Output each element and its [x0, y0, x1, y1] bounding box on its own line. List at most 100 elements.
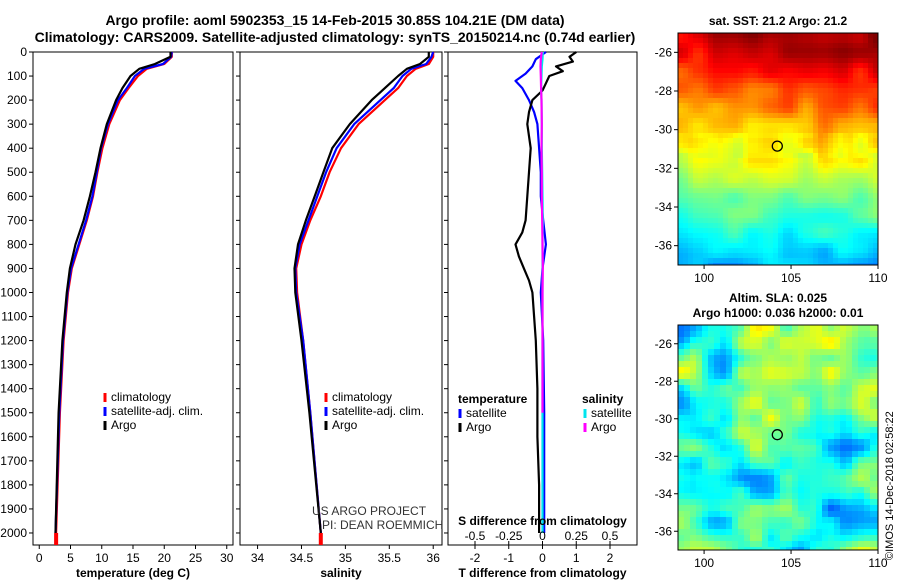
heatmap-cell — [748, 148, 753, 153]
heatmap-cell — [846, 463, 852, 469]
heatmap-cell — [678, 415, 684, 421]
heatmap-cell — [713, 88, 718, 93]
heatmap-cell — [843, 163, 848, 168]
heatmap-cell — [738, 78, 743, 83]
heatmap-cell — [870, 493, 876, 499]
heatmap-cell — [828, 218, 833, 223]
heatmap-cell — [702, 379, 708, 385]
heatmap-cell — [840, 457, 846, 463]
heatmap-cell — [804, 541, 810, 547]
heatmap-cell — [684, 463, 690, 469]
heatmap-cell — [876, 451, 878, 457]
heatmap-cell — [750, 415, 756, 421]
heatmap-cell — [693, 83, 698, 88]
heatmap-cell — [858, 361, 864, 367]
heatmap-cell — [738, 33, 743, 38]
heatmap-cell — [748, 143, 753, 148]
heatmap-cell — [858, 451, 864, 457]
heatmap-cell — [726, 517, 732, 523]
heatmap-cell — [733, 43, 738, 48]
heatmap-cell — [788, 58, 793, 63]
heatmap-cell — [684, 331, 690, 337]
heatmap-cell — [858, 427, 864, 433]
heatmap-cell — [756, 409, 762, 415]
heatmap-cell — [683, 253, 688, 258]
heatmap-cell — [720, 331, 726, 337]
heatmap-cell — [683, 83, 688, 88]
heatmap-cell — [698, 168, 703, 173]
heatmap-cell — [723, 248, 728, 253]
heatmap-cell — [744, 499, 750, 505]
heatmap-cell — [728, 143, 733, 148]
heatmap-cell — [792, 367, 798, 373]
heatmap-cell — [858, 409, 864, 415]
heatmap-cell — [873, 83, 878, 88]
heatmap-cell — [786, 445, 792, 451]
heatmap-cell — [702, 493, 708, 499]
heatmap-cell — [773, 238, 778, 243]
heatmap-cell — [693, 193, 698, 198]
heatmap-cell — [823, 128, 828, 133]
heatmap-cell — [720, 547, 726, 550]
heatmap-cell — [753, 188, 758, 193]
heatmap-cell — [783, 43, 788, 48]
heatmap-cell — [732, 355, 738, 361]
heatmap-cell — [780, 469, 786, 475]
heatmap-cell — [846, 451, 852, 457]
heatmap-cell — [868, 38, 873, 43]
heatmap-cell — [702, 391, 708, 397]
heatmap-cell — [833, 43, 838, 48]
heatmap-cell — [788, 108, 793, 113]
heatmap-cell — [863, 38, 868, 43]
heatmap-cell — [783, 258, 788, 263]
heatmap-cell — [858, 493, 864, 499]
heatmap-cell — [822, 367, 828, 373]
heatmap-cell — [873, 238, 878, 243]
heatmap-cell — [753, 108, 758, 113]
heatmap-cell — [840, 337, 846, 343]
heatmap-cell — [756, 391, 762, 397]
heatmap-cell — [792, 481, 798, 487]
heatmap-cell — [768, 505, 774, 511]
heatmap-cell — [816, 343, 822, 349]
heatmap-cell — [846, 433, 852, 439]
heatmap-cell — [863, 188, 868, 193]
heatmap-cell — [808, 73, 813, 78]
heatmap-cell — [870, 373, 876, 379]
heatmap-cell — [876, 337, 878, 343]
heatmap-cell — [868, 208, 873, 213]
heatmap-cell — [840, 535, 846, 541]
heatmap-cell — [718, 213, 723, 218]
heatmap-cell — [726, 439, 732, 445]
heatmap-cell — [738, 83, 743, 88]
heatmap-cell — [818, 133, 823, 138]
heatmap-cell — [783, 48, 788, 53]
heatmap-cell — [803, 223, 808, 228]
heatmap-cell — [780, 463, 786, 469]
heatmap-cell — [718, 248, 723, 253]
heatmap-cell — [708, 541, 714, 547]
heatmap-cell — [688, 258, 693, 263]
heatmap-cell — [833, 63, 838, 68]
heatmap-cell — [688, 228, 693, 233]
heatmap-cell — [870, 529, 876, 535]
heatmap-cell — [813, 138, 818, 143]
heatmap-cell — [834, 499, 840, 505]
heatmap-cell — [702, 475, 708, 481]
heatmap-cell — [838, 163, 843, 168]
heatmap-cell — [786, 505, 792, 511]
heatmap-cell — [678, 433, 684, 439]
heatmap-cell — [798, 451, 804, 457]
heatmap-cell — [788, 168, 793, 173]
heatmap-cell — [773, 68, 778, 73]
heatmap-cell — [714, 517, 720, 523]
heatmap-cell — [783, 233, 788, 238]
heatmap-cell — [798, 238, 803, 243]
heatmap-cell — [840, 415, 846, 421]
heatmap-cell — [840, 541, 846, 547]
heatmap-cell — [703, 228, 708, 233]
heatmap-cell — [720, 517, 726, 523]
y-tick-label: 1700 — [0, 454, 27, 468]
heatmap-cell — [703, 243, 708, 248]
heatmap-cell — [763, 143, 768, 148]
